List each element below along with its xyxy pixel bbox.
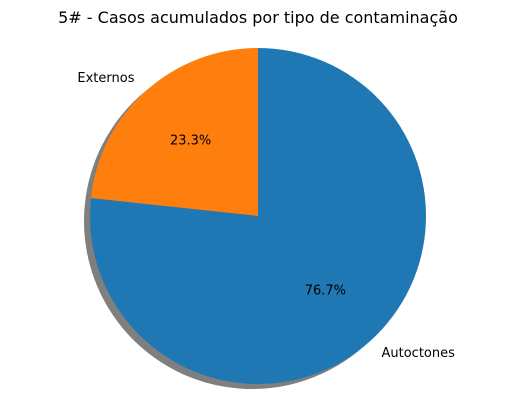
pct-label-autoctones: 76.7% <box>305 283 346 298</box>
slice-externos <box>90 48 259 216</box>
chart-title: 5# - Casos acumulados por tipo de contam… <box>58 8 458 27</box>
pie-labels: Externos 23.3% Autoctones 76.7% <box>77 71 455 361</box>
pie-slices <box>89 47 426 384</box>
pct-label-externos: 23.3% <box>170 134 211 149</box>
slice-label-autoctones: Autoctones <box>382 346 456 361</box>
slice-autoctones <box>89 47 426 384</box>
slice-label-externos: Externos <box>77 71 134 86</box>
